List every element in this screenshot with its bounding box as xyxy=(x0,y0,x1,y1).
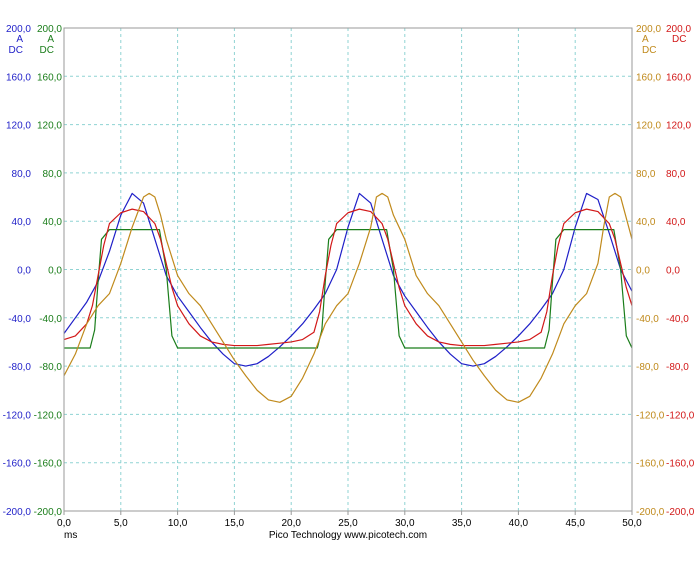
red-scale-tick-label: 120,0 xyxy=(666,121,691,132)
blue-scale-tick-label: 160,0 xyxy=(6,72,31,83)
gold-scale-tick-label: -200,0 xyxy=(636,507,665,518)
series-layer xyxy=(63,192,633,403)
blue-scale-tick-label: -160,0 xyxy=(3,459,32,470)
blue-scale-tick-label: -80,0 xyxy=(8,362,31,373)
gold-scale-tick-label: -160,0 xyxy=(636,459,665,470)
blue-scale-coupling: DC xyxy=(9,45,23,56)
left-axes: 200,0 160,0 120,0 80,0 40,0 0,0 -40,0 -80,0 -120… xyxy=(3,24,63,518)
gold-scale-tick-label: 0,0 xyxy=(636,266,650,277)
red-scale-tick-label: -120,0 xyxy=(666,410,695,421)
x-tick-label: 25,0 xyxy=(338,518,358,529)
gold-scale-tick-label: 120,0 xyxy=(636,121,661,132)
gold-scale-tick-label: -40,0 xyxy=(636,314,659,325)
red-scale-tick-label: 40,0 xyxy=(666,217,686,228)
green-scale-tick-label: -120,0 xyxy=(34,410,63,421)
green-scale-tick-label: -80,0 xyxy=(39,362,62,373)
blue-scale-tick-label: 80,0 xyxy=(12,169,32,180)
x-tick-label: 0,0 xyxy=(57,518,71,529)
blue-scale-tick-label: -40,0 xyxy=(8,314,31,325)
x-tick-label: 40,0 xyxy=(509,518,529,529)
green-scale-tick-label: -200,0 xyxy=(34,507,63,518)
green-series-line xyxy=(64,229,633,349)
x-tick-label: 15,0 xyxy=(225,518,245,529)
green-scale-coupling: DC xyxy=(40,45,54,56)
gold-scale-tick-label: 200,0 xyxy=(636,24,661,35)
x-tick-label: 35,0 xyxy=(452,518,472,529)
green-scale-tick-label: 160,0 xyxy=(37,72,62,83)
red-scale-tick-label: -80,0 xyxy=(666,362,689,373)
red-scale-tick-label: -200,0 xyxy=(666,507,695,518)
gold-series-line xyxy=(63,192,633,403)
plot-frame xyxy=(63,27,633,512)
red-scale-unit: DC xyxy=(672,34,686,45)
x-tick-label: 20,0 xyxy=(281,518,301,529)
green-scale-tick-label: 80,0 xyxy=(43,169,63,180)
gold-scale-tick-label: 80,0 xyxy=(636,169,656,180)
red-scale-tick-label: 160,0 xyxy=(666,72,691,83)
x-axis: 0,0 5,0 10,0 15,0 20,0 25,0 30,0 35,0 40,0 45,0 50… xyxy=(57,511,642,529)
blue-scale-tick-label: 40,0 xyxy=(12,217,32,228)
blue-series-line xyxy=(63,192,633,367)
x-unit-label: ms xyxy=(64,530,77,541)
gold-scale-tick-label: 160,0 xyxy=(636,72,661,83)
gold-scale-tick-label: -80,0 xyxy=(636,362,659,373)
red-scale-tick-label: -40,0 xyxy=(666,314,689,325)
red-scale-tick-label: -160,0 xyxy=(666,459,695,470)
green-scale-tick-label: 0,0 xyxy=(48,266,62,277)
blue-scale-tick-label: -120,0 xyxy=(3,410,32,421)
red-series-line xyxy=(63,208,633,347)
blue-scale-tick-label: 200,0 xyxy=(6,24,31,35)
credit-text: Pico Technology www.picotech.com xyxy=(269,530,427,541)
x-tick-label: 30,0 xyxy=(395,518,415,529)
gold-scale-coupling: DC xyxy=(642,45,656,56)
green-scale-unit: A xyxy=(47,34,54,45)
x-tick-label: 50,0 xyxy=(622,518,642,529)
green-scale-tick-label: -40,0 xyxy=(39,314,62,325)
red-scale-tick-label: 0,0 xyxy=(666,266,680,277)
blue-scale-tick-label: 120,0 xyxy=(6,121,31,132)
gridlines xyxy=(64,28,632,511)
green-scale-tick-label: 40,0 xyxy=(43,217,63,228)
x-tick-label: 5,0 xyxy=(114,518,128,529)
blue-scale-tick-label: 0,0 xyxy=(17,266,31,277)
green-scale-tick-label: -160,0 xyxy=(34,459,63,470)
blue-scale-unit: A xyxy=(16,34,23,45)
gold-scale-unit: A xyxy=(642,34,649,45)
x-tick-label: 45,0 xyxy=(565,518,585,529)
red-scale-tick-label: 80,0 xyxy=(666,169,686,180)
green-scale-tick-label: 200,0 xyxy=(37,24,62,35)
red-scale-tick-label: 200,0 xyxy=(666,24,691,35)
gold-scale-tick-label: 40,0 xyxy=(636,217,656,228)
blue-scale-tick-label: -200,0 xyxy=(3,507,32,518)
right-axes: 200,0 160,0 120,0 80,0 40,0 0,0 -40,0 -80,0 -120… xyxy=(636,24,695,518)
gold-scale-tick-label: -120,0 xyxy=(636,410,665,421)
x-tick-label: 10,0 xyxy=(168,518,188,529)
green-scale-tick-label: 120,0 xyxy=(37,121,62,132)
